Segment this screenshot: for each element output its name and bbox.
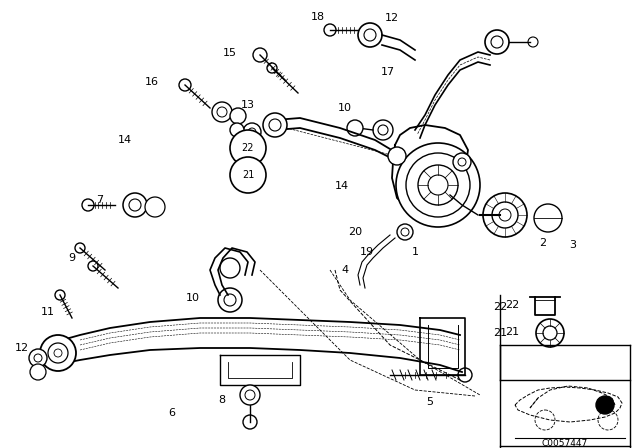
Text: 15: 15: [223, 48, 237, 58]
Text: 20: 20: [348, 227, 362, 237]
Text: 14: 14: [118, 135, 132, 145]
Text: 12: 12: [15, 343, 29, 353]
Text: 22: 22: [505, 300, 519, 310]
Circle shape: [263, 113, 287, 137]
Circle shape: [145, 197, 165, 217]
Circle shape: [453, 153, 471, 171]
Circle shape: [243, 123, 261, 141]
Text: 12: 12: [385, 13, 399, 23]
Text: 8: 8: [218, 395, 225, 405]
Circle shape: [123, 193, 147, 217]
Text: 1: 1: [412, 247, 419, 257]
Circle shape: [485, 30, 509, 54]
Text: 10: 10: [338, 103, 352, 113]
Circle shape: [29, 349, 47, 367]
Circle shape: [30, 364, 46, 380]
Text: 11: 11: [41, 307, 55, 317]
Text: 17: 17: [381, 67, 395, 77]
Circle shape: [40, 335, 76, 371]
Text: 5: 5: [426, 397, 433, 407]
Circle shape: [230, 130, 266, 166]
Text: 6: 6: [168, 408, 175, 418]
Circle shape: [596, 396, 614, 414]
Text: 18: 18: [311, 12, 325, 22]
Text: 21: 21: [505, 327, 519, 337]
Text: 9: 9: [68, 253, 76, 263]
Circle shape: [536, 319, 564, 347]
Circle shape: [396, 143, 480, 227]
Text: 22: 22: [493, 302, 507, 312]
Text: 21: 21: [242, 170, 254, 180]
Text: 3: 3: [570, 240, 577, 250]
Text: 10: 10: [186, 293, 200, 303]
Circle shape: [230, 108, 246, 124]
Circle shape: [230, 123, 244, 137]
Circle shape: [220, 258, 240, 278]
Text: C0057447: C0057447: [542, 439, 588, 448]
Text: 21: 21: [493, 328, 507, 338]
Circle shape: [373, 120, 393, 140]
Circle shape: [534, 204, 562, 232]
Text: 4: 4: [341, 265, 349, 275]
Text: 19: 19: [360, 247, 374, 257]
Text: 14: 14: [335, 181, 349, 191]
Circle shape: [347, 120, 363, 136]
Circle shape: [397, 224, 413, 240]
Circle shape: [218, 288, 242, 312]
Circle shape: [212, 102, 232, 122]
Text: 16: 16: [145, 77, 159, 87]
Text: 7: 7: [97, 195, 104, 205]
Text: 22: 22: [242, 143, 254, 153]
Circle shape: [358, 23, 382, 47]
Text: 2: 2: [540, 238, 547, 248]
Circle shape: [388, 147, 406, 165]
Text: 13: 13: [241, 100, 255, 110]
Circle shape: [483, 193, 527, 237]
Circle shape: [240, 385, 260, 405]
Circle shape: [230, 157, 266, 193]
